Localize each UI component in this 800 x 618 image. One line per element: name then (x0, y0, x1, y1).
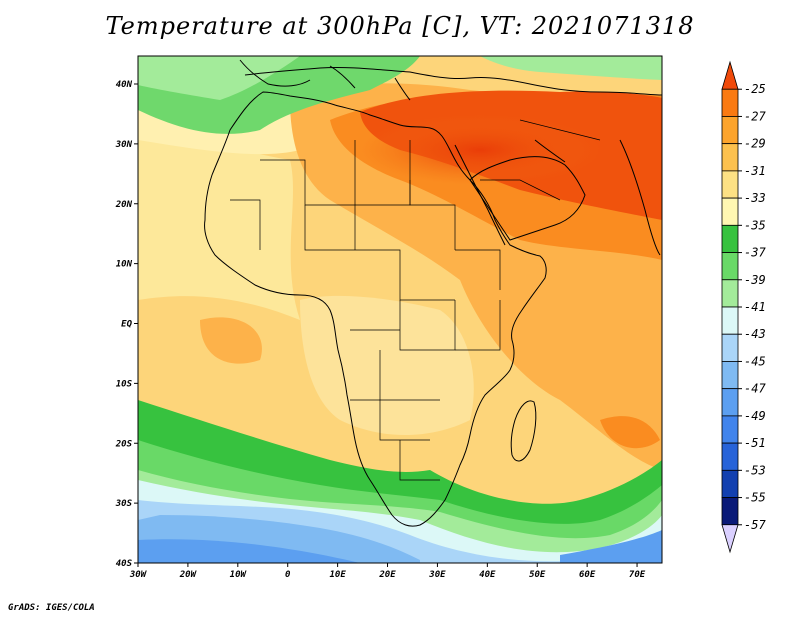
colorbar-swatch (721, 442, 739, 471)
lat-tick-label: 30S (115, 499, 133, 509)
lon-tick-label: 40E (479, 570, 496, 580)
colorbar-swatch (721, 170, 739, 199)
colorbar-label: -29 (744, 137, 766, 151)
colorbar-swatch (721, 415, 739, 444)
colorbar-label: -41 (744, 300, 766, 314)
colorbar-label: -49 (744, 409, 766, 423)
arabia-coastline (469, 156, 586, 241)
lat-tick-label: 30N (115, 140, 133, 150)
colorbar-swatch (721, 143, 739, 172)
colorbar-label: -55 (744, 491, 766, 505)
field-pale-west (138, 110, 300, 320)
europe-coastline (244, 66, 662, 96)
colorbar-swatch (721, 497, 739, 526)
greece-coastline (394, 77, 411, 101)
colorbar-swatch (721, 252, 739, 281)
lat-tick-label: 40N (116, 80, 133, 90)
field-orange-sw (200, 317, 262, 364)
lat-tick-label: 10S (116, 379, 133, 389)
lat-tick-label: EQ (121, 320, 132, 330)
iberia-coastline (239, 59, 311, 87)
red-sea-coastline (454, 144, 506, 246)
footer-credit: GrADS: IGES/COLA (8, 603, 95, 613)
colorbar-swatch (721, 224, 739, 253)
colorbar-label: -47 (744, 382, 766, 396)
colorbar-label: -43 (744, 327, 766, 341)
italy-coastline (329, 65, 356, 89)
lon-tick-label: 60E (579, 570, 596, 580)
colorbar: -25 -27 -29 -31 -33 -35 -37 -39 -41 -43 -45 -47 -49 -… (721, 60, 766, 554)
lon-tick-label: 10W (230, 570, 248, 580)
lon-tick-label: 50E (529, 570, 546, 580)
field-green-north-light (138, 56, 300, 100)
colorbar-label: -53 (744, 463, 766, 477)
colorbar-label: -39 (744, 273, 766, 287)
lon-tick-label: 30W (129, 570, 148, 580)
madagascar-coastline (510, 400, 537, 462)
field-red-hot (360, 115, 600, 185)
field-blue-south-4 (560, 530, 662, 563)
colorbar-swatch (721, 306, 739, 335)
lat-tick-label: 40S (116, 559, 133, 569)
colorbar-label: -57 (744, 518, 766, 532)
lat-tick-label: 20N (115, 200, 133, 210)
colorbar-swatch (721, 88, 739, 117)
colorbar-swatch (721, 116, 739, 145)
field-orange-se (600, 416, 660, 449)
colorbar-arrow-top (721, 60, 739, 90)
lon-tick-label: 30E (428, 570, 446, 580)
lon-tick-label: 0 (285, 570, 291, 580)
field-green-north-edge (480, 56, 662, 80)
africa-coastline (204, 91, 547, 527)
lat-tick-label: 10N (116, 260, 133, 270)
lon-tick-label: 20W (179, 570, 198, 580)
gulf-coastline (534, 139, 566, 163)
colorbar-swatch (721, 333, 739, 362)
colorbar-swatch (721, 388, 739, 417)
field-blue-south-3 (138, 539, 360, 563)
lat-axis: 40N 30N 20N 10N EQ 10S 20S 30S 40S (115, 80, 138, 569)
plot-frame (137, 55, 663, 564)
lon-axis: 30W 20W 10W 0 10E 20E 30E 40E 50E 60E 70E (129, 563, 646, 580)
colorbar-swatch (721, 469, 739, 498)
colorbar-label: -33 (744, 191, 766, 205)
india-coastline (619, 139, 661, 256)
colorbar-label: -35 (744, 218, 766, 232)
colorbar-swatch (721, 197, 739, 226)
colorbar-label: -27 (744, 109, 766, 123)
lon-tick-label: 20E (378, 570, 396, 580)
coastlines (204, 59, 662, 527)
country-borders (230, 119, 601, 481)
colorbar-label: -45 (744, 354, 766, 368)
colorbar-label: -37 (744, 246, 766, 260)
colorbar-arrow-bottom (721, 524, 739, 554)
colorbar-label: -51 (744, 436, 766, 450)
colorbar-swatch (721, 279, 739, 308)
lon-tick-label: 10E (329, 570, 346, 580)
map-title: Temperature at 300hPa [C], VT: 202107131… (105, 12, 695, 40)
lon-tick-label: 70E (629, 570, 646, 580)
colorbar-swatch (721, 361, 739, 390)
colorbar-label: -25 (744, 82, 766, 96)
lat-tick-label: 20S (115, 439, 133, 449)
colorbar-label: -31 (744, 164, 766, 178)
